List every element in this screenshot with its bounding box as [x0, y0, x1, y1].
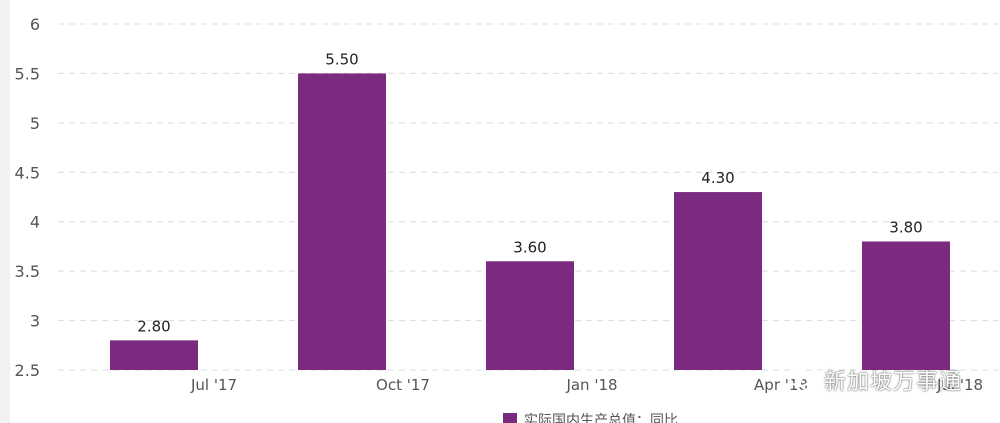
x-tick-label: Oct '17 [376, 376, 430, 394]
x-tick-label: Jul '18 [936, 376, 983, 394]
legend: 实际国内生产总值：同比 [503, 413, 678, 423]
y-tick-label: 3.5 [15, 262, 40, 281]
x-tick-label: Jan '18 [565, 376, 617, 394]
left-margin-strip [0, 0, 10, 423]
bar [110, 340, 198, 370]
data-label: 2.80 [137, 317, 170, 335]
data-labels: 2.80 5.50 3.60 4.30 3.80 [137, 50, 922, 335]
y-tick-label: 5.5 [15, 64, 40, 83]
bar [674, 192, 762, 370]
bar [486, 261, 574, 370]
y-tick-label: 2.5 [15, 361, 40, 380]
bar [862, 241, 950, 370]
data-label: 3.80 [889, 218, 922, 236]
y-tick-label: 3 [30, 312, 40, 331]
data-label: 3.60 [513, 238, 546, 256]
y-tick-label: 4 [30, 213, 40, 232]
x-tick-label: Apr '18 [754, 376, 808, 394]
y-axis-ticks: 6 5.5 5 4.5 4 3.5 3 2.5 [15, 15, 40, 380]
data-label: 4.30 [701, 169, 734, 187]
x-tick-label: Jul '17 [190, 376, 237, 394]
data-label: 5.50 [325, 50, 358, 68]
legend-swatch [503, 413, 517, 423]
legend-label: 实际国内生产总值：同比 [524, 413, 678, 423]
grid-lines [58, 23, 998, 371]
bar [298, 73, 386, 370]
y-tick-label: 4.5 [15, 163, 40, 182]
y-tick-label: 6 [30, 15, 40, 34]
y-tick-label: 5 [30, 114, 40, 133]
x-axis-labels: Jul '17 Oct '17 Jan '18 Apr '18 Jul '18 [190, 376, 983, 394]
bars [110, 73, 950, 370]
